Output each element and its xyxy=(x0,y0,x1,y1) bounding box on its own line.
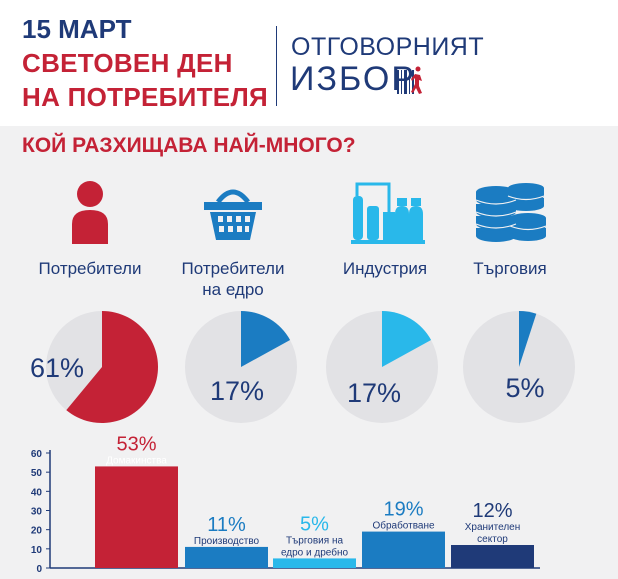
bar xyxy=(362,531,445,568)
bar-name-label: Търговия на xyxy=(286,535,344,546)
bar-name-label: сектор xyxy=(477,534,508,545)
header-title-line2: НА ПОТРЕБИТЕЛЯ xyxy=(22,82,268,112)
category-label-trade: Търговия xyxy=(440,258,580,279)
logo-line2: ИЗБОР xyxy=(290,60,417,98)
factory-icon xyxy=(351,182,425,244)
header-divider xyxy=(276,26,277,106)
category-label-line1: Потребители xyxy=(38,259,142,278)
bar xyxy=(95,466,178,568)
bar xyxy=(273,558,356,568)
y-tick-label: 20 xyxy=(31,526,43,537)
bar-value-label: 11% xyxy=(207,514,246,536)
y-tick-label: 0 xyxy=(36,564,42,575)
coins-icon xyxy=(475,183,547,242)
y-tick-label: 10 xyxy=(31,545,43,556)
header-title-line1: СВЕТОВЕН ДЕН xyxy=(22,48,233,78)
bar-value-label: 19% xyxy=(383,499,423,521)
bar xyxy=(185,546,268,568)
pie-slice xyxy=(382,311,432,367)
category-label-line1: Индустрия xyxy=(342,259,428,278)
category-label-consumers: Потребители xyxy=(20,258,160,279)
pie-value-label: 17% xyxy=(210,376,264,406)
basket-icon xyxy=(204,189,262,240)
person-icon xyxy=(72,181,108,244)
y-tick-label: 50 xyxy=(31,468,43,479)
category-label-line2: на едро xyxy=(202,280,264,299)
pie-charts: 61% 17% 17% 5% xyxy=(30,311,575,423)
y-tick-label: 30 xyxy=(31,507,43,518)
pie-slice xyxy=(519,311,537,367)
bar-name-label: Домакинства xyxy=(106,455,167,466)
bar-name-label: Хранителен xyxy=(465,522,521,533)
bar-value-label: 5% xyxy=(300,513,329,535)
pie-slice xyxy=(66,311,158,423)
header-date: 15 МАРТ xyxy=(22,14,132,44)
bar-value-label: 12% xyxy=(472,500,512,522)
bar-chart: 0102030405060Домакинства53%Производство1… xyxy=(31,433,540,575)
category-label-line1: Потребители xyxy=(181,259,285,278)
y-tick-label: 40 xyxy=(31,487,43,498)
bar xyxy=(451,545,534,568)
category-label-industry: Индустрия xyxy=(315,258,455,279)
pie-value-label: 61% xyxy=(30,353,84,383)
bar-name-label: Производство xyxy=(194,536,260,547)
barcode-runner-icon xyxy=(397,66,422,94)
category-label-wholesale: Потребители на едро xyxy=(163,258,303,300)
pie-value-label: 5% xyxy=(505,373,544,403)
y-tick-label: 60 xyxy=(31,449,43,460)
bar-value-label: 53% xyxy=(116,433,156,455)
question-heading: КОЙ РАЗХИЩАВА НАЙ-МНОГО? xyxy=(22,134,356,157)
bar-name-label: Обработване xyxy=(372,520,435,532)
logo-line1: ОТГОВОРНИЯТ xyxy=(291,33,485,61)
pie-slice xyxy=(241,311,291,367)
category-label-line1: Търговия xyxy=(473,259,547,278)
bar-name-label: едро и дребно xyxy=(281,546,349,558)
pie-value-label: 17% xyxy=(347,378,401,408)
